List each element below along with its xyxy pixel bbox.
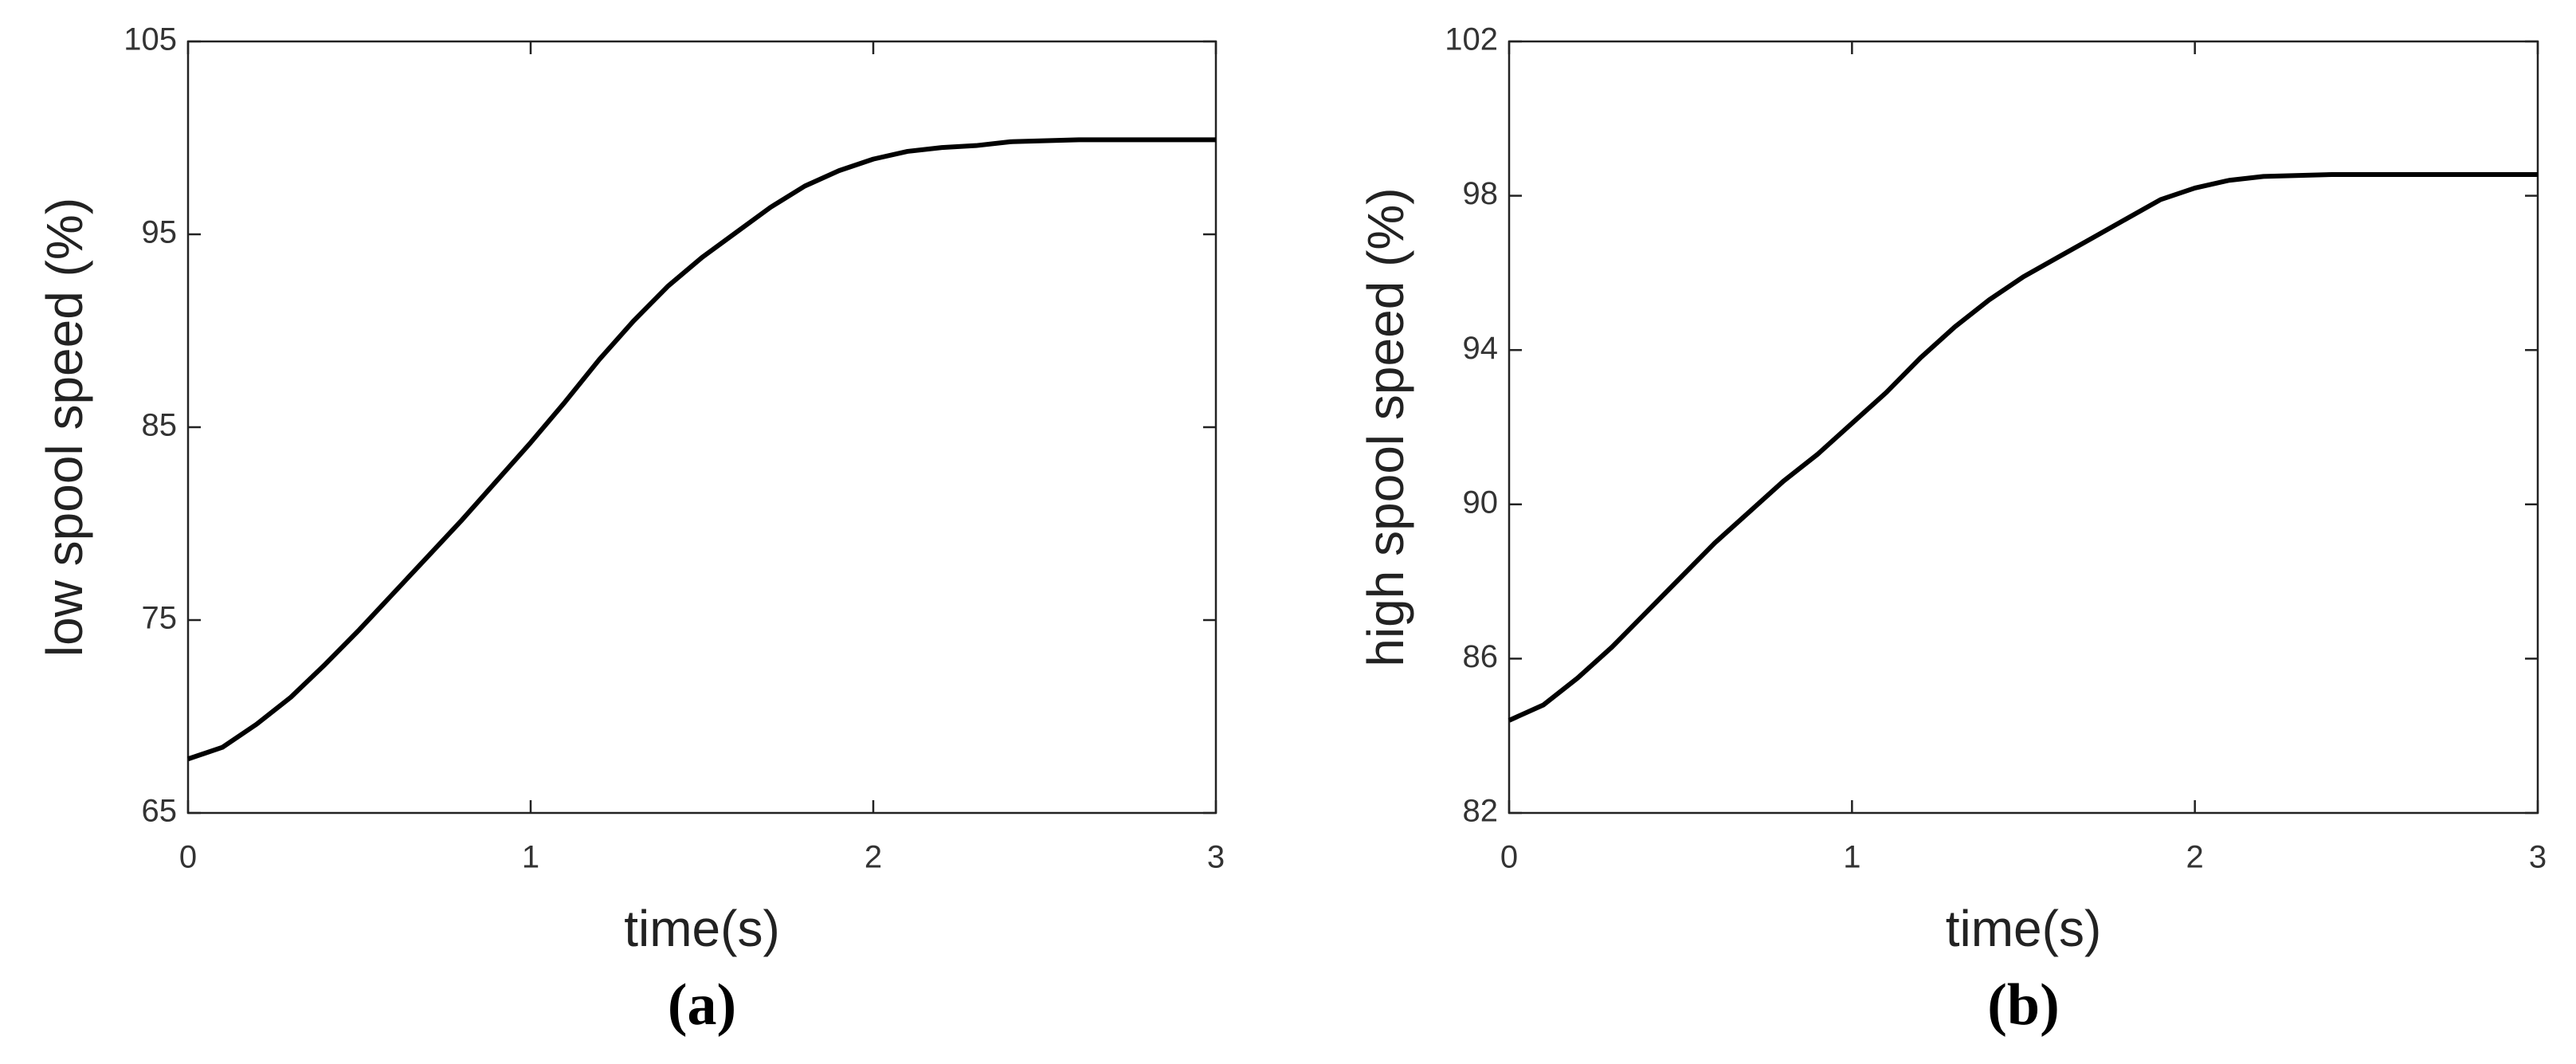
caption: (a): [668, 972, 736, 1038]
x-tick-label: 0: [1500, 840, 1518, 875]
plot-frame: [1508, 40, 2539, 815]
x-tick-label: 2: [2186, 840, 2204, 875]
y-tick-label: 94: [1463, 331, 1499, 366]
y-tick-label: 86: [1463, 639, 1499, 674]
y-tick-label: 95: [142, 215, 178, 250]
y-tick-label: 75: [142, 601, 178, 636]
y-tick-label: 98: [1463, 176, 1499, 211]
x-axis-label: time(s): [624, 900, 780, 957]
x-tick-label: 1: [522, 840, 539, 875]
x-tick-label: 1: [1843, 840, 1860, 875]
x-tick-label: 0: [179, 840, 197, 875]
y-axis-label: high spool speed (%): [1357, 187, 1414, 666]
x-axis-label: time(s): [1946, 900, 2102, 957]
x-tick-label: 3: [2529, 840, 2547, 875]
y-tick-label: 102: [1445, 22, 1498, 57]
y-axis-label: low spool speed (%): [36, 198, 93, 657]
caption: (b): [1987, 972, 2059, 1038]
x-tick-label: 3: [1207, 840, 1225, 875]
data-line: [1508, 171, 2538, 723]
y-tick-label: 90: [1463, 485, 1499, 520]
x-tick-label: 2: [865, 840, 882, 875]
plot-frame: [186, 40, 1217, 815]
y-tick-label: 82: [1463, 794, 1499, 829]
data-line: [187, 137, 1216, 762]
y-tick-label: 65: [142, 794, 178, 829]
y-tick-label: 105: [124, 22, 177, 57]
y-tick-label: 85: [142, 408, 178, 443]
